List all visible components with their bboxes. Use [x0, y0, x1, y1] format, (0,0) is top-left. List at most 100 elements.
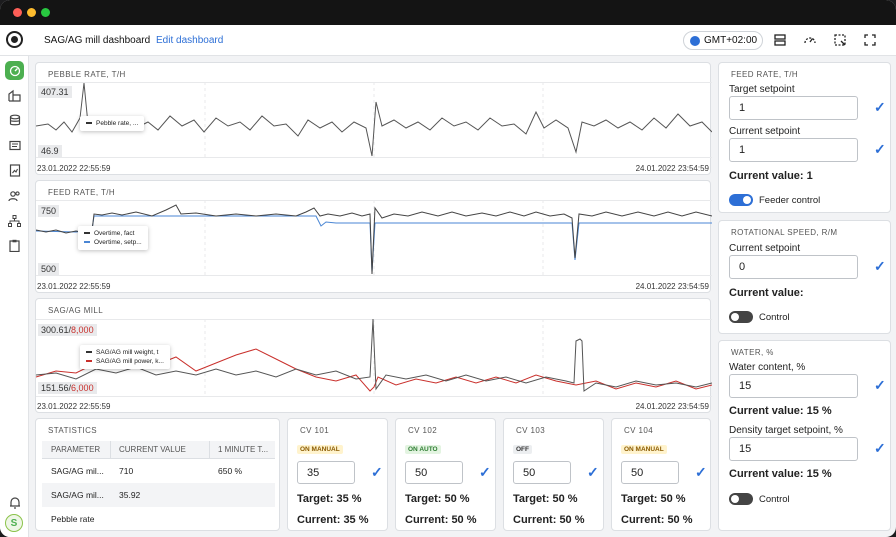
mill-weight-series [36, 319, 712, 392]
current-setpoint-label: Current setpoint [729, 126, 801, 137]
mill-y-max: 300.61/8,000 [38, 324, 97, 336]
rotational-speed-panel: ROTATIONAL SPEED, R/M Current setpoint 0… [718, 220, 891, 334]
cv-value-input[interactable]: 50 [513, 461, 571, 484]
target-setpoint-label: Target setpoint [729, 84, 795, 95]
pebble-chart-legend: Pebble rate, ... [80, 116, 145, 131]
cv-current: Current: 50 % [621, 514, 693, 526]
legend-label: Pebble rate, ... [96, 120, 139, 127]
confirm-check-icon[interactable]: ✓ [587, 464, 599, 480]
speedometer-icon[interactable] [803, 33, 817, 47]
legend-label: Overtime, fact [94, 230, 135, 237]
fullscreen-icon[interactable] [863, 33, 877, 47]
zoom-window-button[interactable] [41, 8, 50, 17]
sidebar-item-plants[interactable] [5, 86, 24, 105]
sidebar-item-data[interactable] [5, 111, 24, 130]
minimize-window-button[interactable] [27, 8, 36, 17]
legend-item: SAG/AG mill power, k... [86, 357, 164, 366]
statistics-title: STATISTICS [48, 426, 98, 435]
pebble-start-time: 23.01.2022 22:55:59 [37, 164, 111, 173]
layout-icon[interactable] [773, 33, 787, 47]
cell-parameter: Pebble rate [51, 514, 95, 524]
database-icon [9, 114, 20, 126]
pebble-y-min: 46.9 [38, 145, 62, 157]
table-row[interactable]: Pebble rate [42, 507, 275, 529]
status-badge: ON MANUAL [297, 445, 343, 454]
speed-setpoint-input[interactable]: 0 [729, 255, 858, 279]
users-icon [8, 190, 20, 201]
mill-chart-legend: SAG/AG mill weight, t SAG/AG mill power,… [80, 345, 170, 369]
feed-y-max: 750 [38, 205, 60, 217]
col-parameter[interactable]: PARAMETER [51, 445, 101, 454]
message-icon [8, 140, 21, 150]
feed-chart-title: FEED RATE, T/H [48, 188, 116, 197]
app-logo-icon[interactable] [6, 31, 23, 48]
speed-control-label: Control [759, 312, 790, 323]
sidebar-nav: S [0, 56, 29, 537]
water-control-toggle[interactable] [729, 493, 753, 505]
feed-grid [36, 200, 712, 276]
cv-target: Target: 50 % [513, 493, 578, 505]
close-window-button[interactable] [13, 8, 22, 17]
report-icon [9, 164, 20, 177]
cv-target: Target: 35 % [297, 493, 362, 505]
statistics-card: STATISTICS PARAMETER CURRENT VALUE 1 MIN… [35, 418, 280, 531]
confirm-current-check-icon[interactable]: ✓ [874, 141, 886, 157]
feed-start-time: 23.01.2022 22:55:59 [37, 282, 111, 291]
legend-label: SAG/AG mill weight, t [96, 349, 159, 356]
statistics-header-row: PARAMETER CURRENT VALUE 1 MINUTE T... [42, 441, 275, 459]
cv-title: CV 101 [300, 426, 330, 435]
top-bar: SAG/AG mill dashboard Edit dashboard GMT… [0, 25, 896, 56]
pebble-rate-chart-card: PEBBLE RATE, T/H 407.31 46.9 Pebble rate… [35, 62, 712, 175]
cv-104-card: CV 104 ON MANUAL 50 ✓ Target: 50 % Curre… [611, 418, 711, 531]
sidebar-item-messages[interactable] [5, 136, 24, 155]
density-setpoint-label: Density target setpoint, % [729, 425, 843, 436]
cv-target: Target: 50 % [621, 493, 686, 505]
cv-value-input[interactable]: 50 [621, 461, 679, 484]
confirm-check-icon[interactable]: ✓ [371, 464, 383, 480]
pebble-chart-title: PEBBLE RATE, T/H [48, 70, 126, 79]
cv-value-input[interactable]: 35 [297, 461, 355, 484]
sidebar-item-tasks[interactable] [5, 236, 24, 255]
cv-title: CV 104 [624, 426, 654, 435]
sidebar-item-notifications[interactable] [5, 493, 24, 512]
timezone-selector[interactable]: GMT+02:00 [683, 31, 763, 50]
mill-y-max-power: 8,000 [71, 325, 94, 335]
confirm-check-icon[interactable]: ✓ [695, 464, 707, 480]
target-setpoint-input[interactable]: 1 [729, 96, 858, 120]
feeder-control-toggle[interactable] [729, 194, 753, 206]
sidebar-item-users[interactable] [5, 186, 24, 205]
user-avatar[interactable]: S [5, 514, 23, 532]
cv-value-input[interactable]: 50 [405, 461, 463, 484]
water-content-input[interactable]: 15 [729, 374, 858, 398]
confirm-check-icon[interactable]: ✓ [479, 464, 491, 480]
col-current-value[interactable]: CURRENT VALUE [119, 445, 186, 454]
table-row[interactable]: SAG/AG mil... 35.92 [42, 483, 275, 507]
density-current-value: Current value: 15 % [729, 468, 832, 480]
selection-icon[interactable] [833, 33, 847, 47]
cv-101-card: CV 101 ON MANUAL 35 ✓ Target: 35 % Curre… [287, 418, 388, 531]
density-setpoint-input[interactable]: 15 [729, 437, 858, 461]
sidebar-item-dashboard[interactable] [5, 61, 24, 80]
col-one-minute[interactable]: 1 MINUTE T... [218, 445, 269, 454]
current-setpoint-input[interactable]: 1 [729, 138, 858, 162]
sidebar-item-hierarchy[interactable] [5, 211, 24, 230]
table-row[interactable]: SAG/AG mil... 710 650 % [42, 459, 275, 483]
feed-rate-chart-card: FEED RATE, T/H 750 500 Overtime, fact Ov… [35, 180, 712, 293]
mill-chart-title: SAG/AG MILL [48, 306, 104, 315]
cell-parameter: SAG/AG mil... [51, 466, 104, 476]
confirm-target-check-icon[interactable]: ✓ [874, 99, 886, 115]
confirm-water-check-icon[interactable]: ✓ [874, 377, 886, 393]
edit-dashboard-link[interactable]: Edit dashboard [156, 35, 224, 46]
feed-rate-panel: FEED RATE, T/H Target setpoint 1 ✓ Curre… [718, 62, 891, 213]
speed-control-toggle[interactable] [729, 311, 753, 323]
feed-rate-chart[interactable] [36, 200, 712, 276]
water-current-value: Current value: 15 % [729, 405, 832, 417]
page-title: SAG/AG mill dashboard [44, 35, 151, 46]
confirm-speed-check-icon[interactable]: ✓ [874, 258, 886, 274]
confirm-density-check-icon[interactable]: ✓ [874, 440, 886, 456]
sidebar-item-reports[interactable] [5, 161, 24, 180]
feeder-control-label: Feeder control [759, 195, 821, 206]
panel-title: ROTATIONAL SPEED, R/M [731, 228, 838, 237]
globe-icon [690, 35, 700, 46]
cv-target: Target: 50 % [405, 493, 470, 505]
